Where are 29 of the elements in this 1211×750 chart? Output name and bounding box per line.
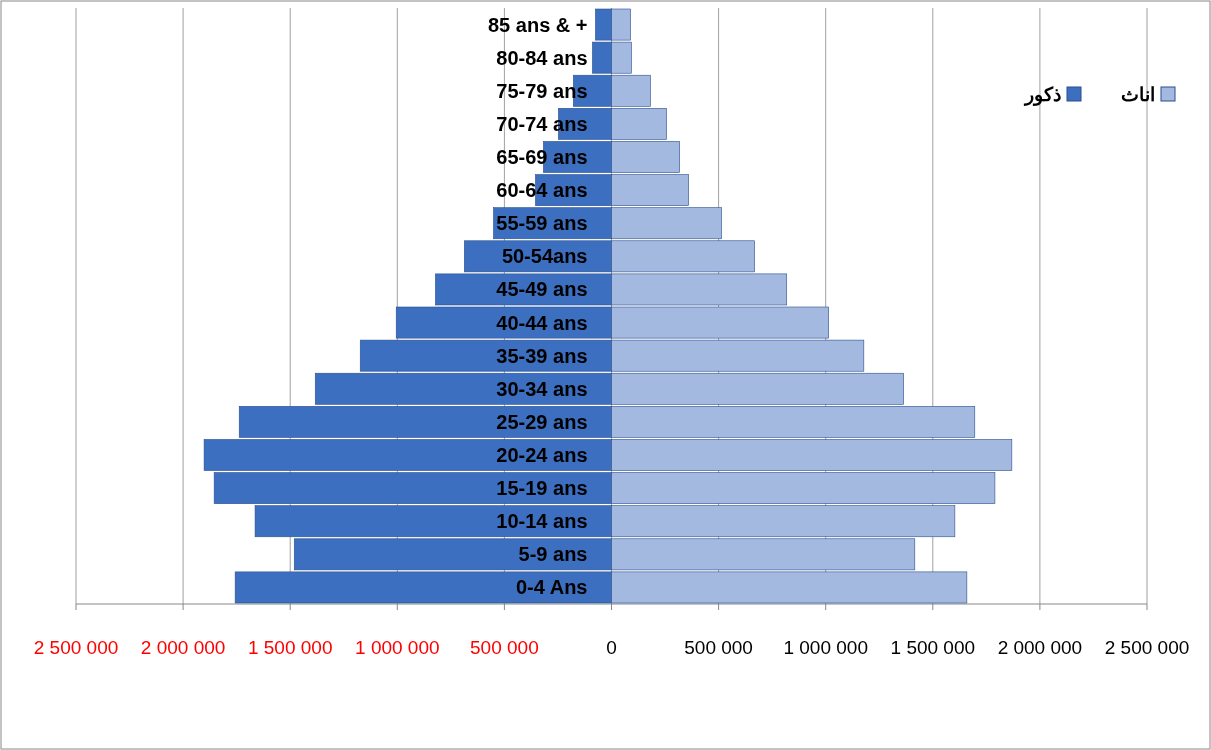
y-tick-label: 40-44 ans — [496, 311, 588, 334]
x-tick-label: 500 000 — [684, 637, 753, 658]
y-tick-label: 55-59 ans — [496, 212, 588, 235]
y-tick-label: 35-39 ans — [496, 344, 588, 367]
x-tick-label: 2 000 000 — [140, 637, 226, 658]
x-tick-label: 2 500 000 — [33, 637, 119, 658]
y-tick-label: 0-4 Ans — [515, 576, 588, 599]
legend-item: اناث — [1121, 84, 1176, 105]
x-tick-label: 1 000 000 — [783, 637, 868, 658]
x-tick-label: 0 — [606, 637, 617, 658]
x-tick-label: 2 500 000 — [1104, 637, 1190, 658]
y-tick-label: 30-34 ans — [496, 377, 588, 400]
y-tick-label: 50-54ans — [501, 245, 588, 268]
y-tick-label: 5-9 ans — [518, 543, 588, 566]
y-tick-label: 10-14 ans — [496, 510, 588, 533]
legend-item: ذكور — [1025, 84, 1082, 105]
y-tick-label: 20-24 ans — [496, 444, 588, 466]
y-tick-label: 45-49 ans — [496, 278, 588, 301]
y-tick-label: 80-84 ans — [496, 46, 588, 69]
legend-label: اناث — [1121, 84, 1155, 105]
x-tick-label: 1 000 000 — [355, 637, 440, 658]
x-tick-label: 500 000 — [470, 637, 539, 658]
y-tick-label: 85 ans & + — [487, 13, 588, 36]
x-tick-label: 2 000 000 — [997, 637, 1083, 658]
x-tick-label: 1 500 000 — [247, 637, 333, 658]
x-tick-label: 1 500 000 — [890, 637, 976, 658]
y-tick-label: 25-29 ans — [496, 410, 588, 433]
legend-label: ذكور — [1023, 84, 1061, 106]
y-tick-label: 15-19 ans — [496, 477, 588, 500]
